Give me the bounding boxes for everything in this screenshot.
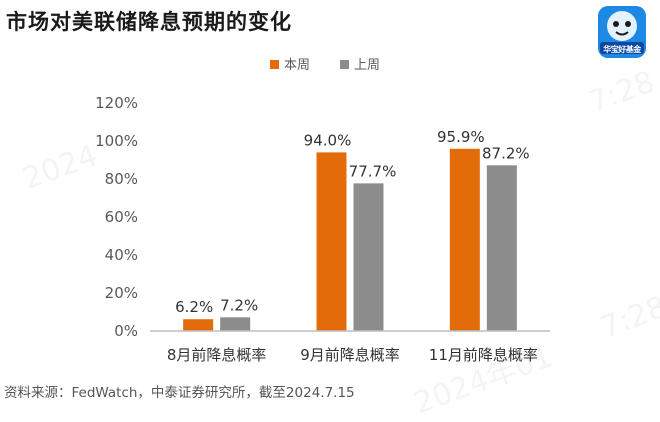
legend-swatch bbox=[270, 60, 279, 69]
legend-label: 本周 bbox=[284, 58, 310, 73]
data-label: 77.7% bbox=[349, 162, 397, 180]
x-tick-label: 9月前降息概率 bbox=[300, 346, 400, 364]
bar-previous bbox=[220, 317, 251, 331]
data-label: 7.2% bbox=[220, 296, 258, 314]
data-label: 94.0% bbox=[304, 131, 352, 149]
bar-current bbox=[316, 152, 347, 331]
y-tick-label: 100% bbox=[95, 132, 138, 150]
legend-swatch bbox=[340, 60, 349, 69]
bar-current bbox=[183, 319, 214, 331]
mascot-icon bbox=[598, 6, 646, 58]
legend-label: 上周 bbox=[354, 58, 380, 73]
y-tick-label: 40% bbox=[105, 246, 138, 264]
x-axis: 8月前降息概率 9月前降息概率 11月前降息概率 bbox=[150, 330, 550, 364]
brand-logo: 华宝好基金 bbox=[596, 4, 648, 60]
bar-previous bbox=[486, 165, 517, 331]
bar-previous bbox=[353, 183, 384, 331]
logo-text: 华宝好基金 bbox=[603, 45, 641, 54]
y-tick-label: 20% bbox=[105, 284, 138, 302]
data-label: 95.9% bbox=[437, 128, 485, 146]
chart-title: 市场对美联储降息预期的变化 bbox=[6, 10, 292, 34]
data-label: 87.2% bbox=[482, 144, 530, 162]
y-tick-label: 60% bbox=[105, 208, 138, 226]
bar-chart: 本周 上周 0% 20% 40% 60% 80% 100% 120% 6.2% 7.2% 94.0… bbox=[95, 58, 550, 364]
x-tick-label: 8月前降息概率 bbox=[167, 346, 267, 364]
bar-current bbox=[449, 148, 480, 331]
bars: 6.2% 7.2% 94.0% 77.7% 95.9%87.2% bbox=[175, 128, 530, 331]
data-label: 6.2% bbox=[175, 298, 213, 316]
y-tick-label: 0% bbox=[114, 322, 138, 340]
legend: 本周 上周 bbox=[270, 58, 380, 73]
y-axis: 0% 20% 40% 60% 80% 100% 120% bbox=[95, 94, 138, 340]
x-tick-label: 11月前降息概率 bbox=[429, 346, 538, 364]
source-note: 资料来源：FedWatch，中泰证券研究所，截至2024.7.15 bbox=[4, 385, 355, 401]
y-tick-label: 120% bbox=[95, 94, 138, 112]
y-tick-label: 80% bbox=[105, 170, 138, 188]
